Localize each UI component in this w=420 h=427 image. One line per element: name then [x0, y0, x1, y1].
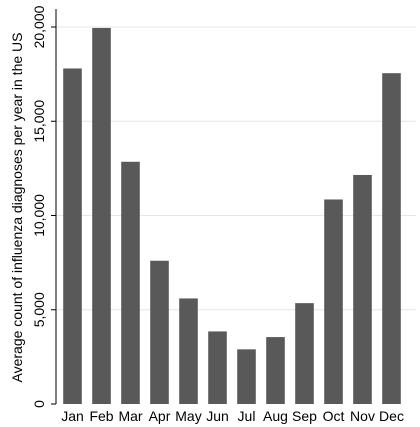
x-tick-label-jul: Jul	[238, 408, 256, 424]
x-tick-label-dec: Dec	[379, 408, 404, 424]
axes: 0 5,000 10,000 15,000 20,000 Jan Feb Mar Apr May J…	[31, 5, 404, 424]
bar-oct	[324, 199, 343, 404]
bar-nov	[353, 174, 372, 404]
x-tick-label-mar: Mar	[118, 408, 142, 424]
y-tick-label-2: 10,000	[31, 194, 47, 237]
y-tick-label-0: 0	[31, 400, 47, 408]
bars	[63, 27, 401, 405]
bar-aug	[266, 337, 285, 404]
x-tick-label-jun: Jun	[206, 408, 229, 424]
y-tick-label-3: 15,000	[31, 100, 47, 143]
bar-jun	[208, 331, 227, 404]
bar-sep	[295, 303, 314, 404]
bar-apr	[150, 260, 169, 404]
x-tick-label-may: May	[175, 408, 201, 424]
y-axis-title: Average count of influenza diagnoses per…	[9, 33, 25, 383]
y-tick-label-1: 5,000	[31, 292, 47, 327]
x-tick-label-oct: Oct	[323, 408, 345, 424]
bar-dec	[382, 73, 401, 405]
bar-jan	[63, 68, 82, 404]
x-tick-label-feb: Feb	[89, 408, 113, 424]
bar-mar	[121, 161, 140, 404]
x-tick-label-apr: Apr	[149, 408, 171, 424]
y-tick-label-4: 20,000	[31, 5, 47, 48]
x-tick-label-aug: Aug	[263, 408, 288, 424]
bar-may	[179, 298, 198, 404]
bar-feb	[92, 27, 111, 404]
x-tick-label-sep: Sep	[292, 408, 317, 424]
x-tick-label-nov: Nov	[350, 408, 375, 424]
x-tick-label-jan: Jan	[61, 408, 84, 424]
bar-jul	[237, 349, 256, 404]
